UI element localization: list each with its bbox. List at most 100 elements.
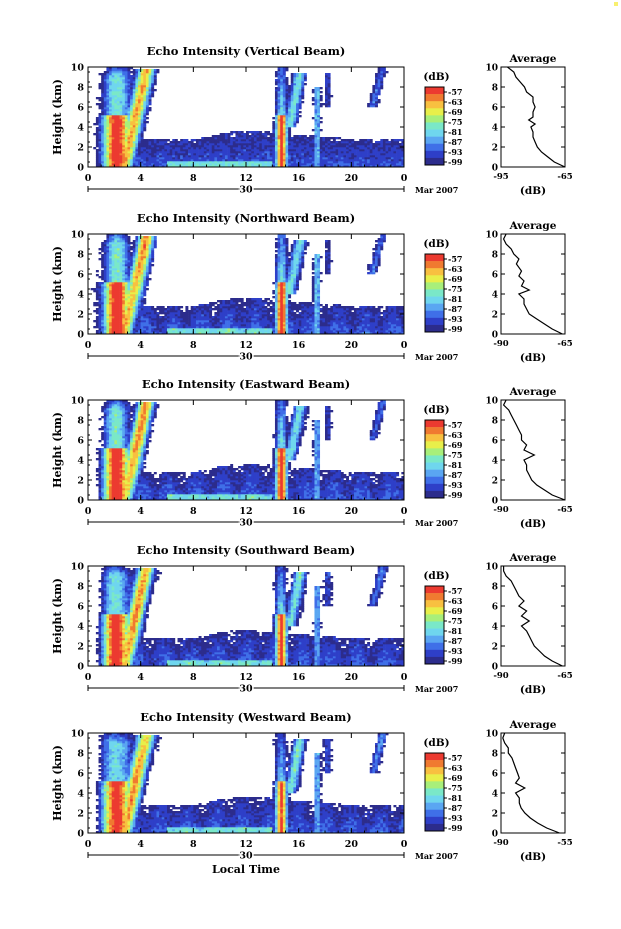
x-tick-label: 0 bbox=[401, 340, 408, 351]
colorbar-label: -93 bbox=[448, 480, 463, 490]
colorbar-label: -63 bbox=[448, 264, 463, 274]
y-tick-label: 4 bbox=[77, 456, 84, 467]
average-y-tick-label: 8 bbox=[492, 84, 498, 94]
colorbar-segment bbox=[425, 296, 444, 304]
x-tick-label: 0 bbox=[401, 506, 408, 517]
x-tick-label: 16 bbox=[292, 173, 306, 184]
colorbar-label: -75 bbox=[448, 450, 462, 460]
colorbar-segment bbox=[425, 115, 444, 123]
colorbar-label: -69 bbox=[448, 107, 463, 117]
y-tick-label: 0 bbox=[77, 662, 84, 673]
average-y-tick-label: 0 bbox=[492, 331, 498, 341]
colorbar-label: -99 bbox=[448, 823, 463, 833]
average-frame bbox=[500, 233, 566, 335]
colorbar-segment bbox=[425, 649, 444, 658]
y-tick-label: 4 bbox=[77, 123, 84, 134]
x-tick-label: 0 bbox=[85, 173, 92, 184]
colorbar-segment bbox=[425, 101, 444, 109]
x-tick-label: 0 bbox=[401, 672, 408, 683]
colorbar-segment bbox=[425, 802, 444, 811]
colorbar-label: -75 bbox=[448, 117, 462, 127]
y-tick-label: 10 bbox=[71, 230, 85, 241]
y-tick-label: 2 bbox=[77, 642, 84, 653]
y-tick-label: 4 bbox=[77, 290, 84, 301]
x-tick-label: 16 bbox=[292, 506, 306, 517]
y-tick-label: 0 bbox=[77, 163, 84, 174]
y-tick-label: 2 bbox=[77, 476, 84, 487]
average-title: Average bbox=[509, 552, 557, 564]
colorbar-segment bbox=[425, 268, 444, 276]
date-label: 30 bbox=[239, 518, 253, 529]
average-y-tick-label: 8 bbox=[492, 251, 498, 261]
x-tick-label: 16 bbox=[292, 340, 306, 351]
average-title: Average bbox=[509, 719, 557, 731]
colorbar-segment bbox=[425, 781, 444, 789]
month-label: Mar 2007 bbox=[415, 851, 458, 861]
x-tick-label: 12 bbox=[239, 340, 252, 351]
colorbar-label: -69 bbox=[448, 606, 463, 616]
colorbar-segment bbox=[425, 774, 444, 782]
average-frame bbox=[500, 565, 566, 667]
average-y-tick-label: 2 bbox=[492, 810, 498, 820]
x-tick-label: 12 bbox=[239, 506, 252, 517]
average-frame bbox=[500, 732, 566, 834]
x-tick-label: 0 bbox=[85, 506, 92, 517]
colorbar-segment bbox=[425, 143, 444, 152]
colorbar-segment bbox=[425, 122, 444, 130]
average-x-label: (dB) bbox=[520, 518, 546, 530]
y-tick-label: 8 bbox=[77, 582, 84, 593]
colorbar-segment bbox=[425, 795, 444, 803]
y-tick-label: 6 bbox=[77, 602, 84, 613]
y-tick-label: 10 bbox=[71, 63, 85, 74]
colorbar-label: -87 bbox=[448, 636, 462, 646]
y-tick-label: 10 bbox=[71, 562, 85, 573]
average-x-tick-label: -55 bbox=[557, 838, 572, 848]
colorbar-segment bbox=[425, 448, 444, 456]
colorbar-segment bbox=[425, 455, 444, 463]
colorbar-frame bbox=[424, 585, 445, 665]
colorbar-segment bbox=[425, 656, 444, 665]
x-tick-label: 20 bbox=[345, 672, 359, 683]
average-frame bbox=[500, 66, 566, 168]
colorbar-label: -57 bbox=[448, 586, 462, 596]
colorbar-label: -75 bbox=[448, 783, 462, 793]
average-x-tick-label: -90 bbox=[493, 505, 508, 515]
colorbar-label: -81 bbox=[448, 793, 462, 803]
average-profile-line bbox=[502, 732, 560, 834]
colorbar-label: -57 bbox=[448, 753, 462, 763]
x-tick-label: 4 bbox=[137, 173, 144, 184]
y-tick-label: 6 bbox=[77, 270, 84, 281]
colorbar-label: -93 bbox=[448, 147, 463, 157]
average-profile-line bbox=[502, 233, 563, 335]
colorbar-segment bbox=[425, 289, 444, 297]
x-tick-label: 20 bbox=[345, 839, 359, 850]
average-x-label: (dB) bbox=[520, 851, 546, 863]
colorbar-label: -69 bbox=[448, 274, 463, 284]
average-y-tick-label: 6 bbox=[492, 437, 498, 447]
month-label: Mar 2007 bbox=[415, 518, 458, 528]
y-tick-label: 6 bbox=[77, 436, 84, 447]
average-y-tick-label: 4 bbox=[492, 457, 498, 467]
average-x-label: (dB) bbox=[520, 185, 546, 197]
date-label: 30 bbox=[239, 684, 253, 695]
x-tick-label: 8 bbox=[190, 340, 197, 351]
month-label: Mar 2007 bbox=[415, 352, 458, 362]
colorbar-frame bbox=[424, 86, 445, 166]
heatmap-3 bbox=[95, 566, 405, 667]
y-tick-label: 8 bbox=[77, 749, 84, 760]
colorbar-frame bbox=[424, 253, 445, 333]
average-y-tick-label: 8 bbox=[492, 583, 498, 593]
average-y-tick-label: 6 bbox=[492, 603, 498, 613]
colorbar-label: -81 bbox=[448, 460, 462, 470]
colorbar-label: -81 bbox=[448, 626, 462, 636]
y-tick-label: 6 bbox=[77, 103, 84, 114]
y-tick-label: 0 bbox=[77, 496, 84, 507]
y-axis-label: Height (km) bbox=[51, 578, 64, 654]
x-tick-label: 20 bbox=[345, 173, 359, 184]
date-label: 30 bbox=[239, 352, 253, 363]
average-y-tick-label: 10 bbox=[485, 231, 498, 241]
colorbar-segment bbox=[425, 586, 444, 594]
colorbar-label: -57 bbox=[448, 87, 462, 97]
x-tick-label: 0 bbox=[85, 340, 92, 351]
colorbar-segment bbox=[425, 490, 444, 499]
